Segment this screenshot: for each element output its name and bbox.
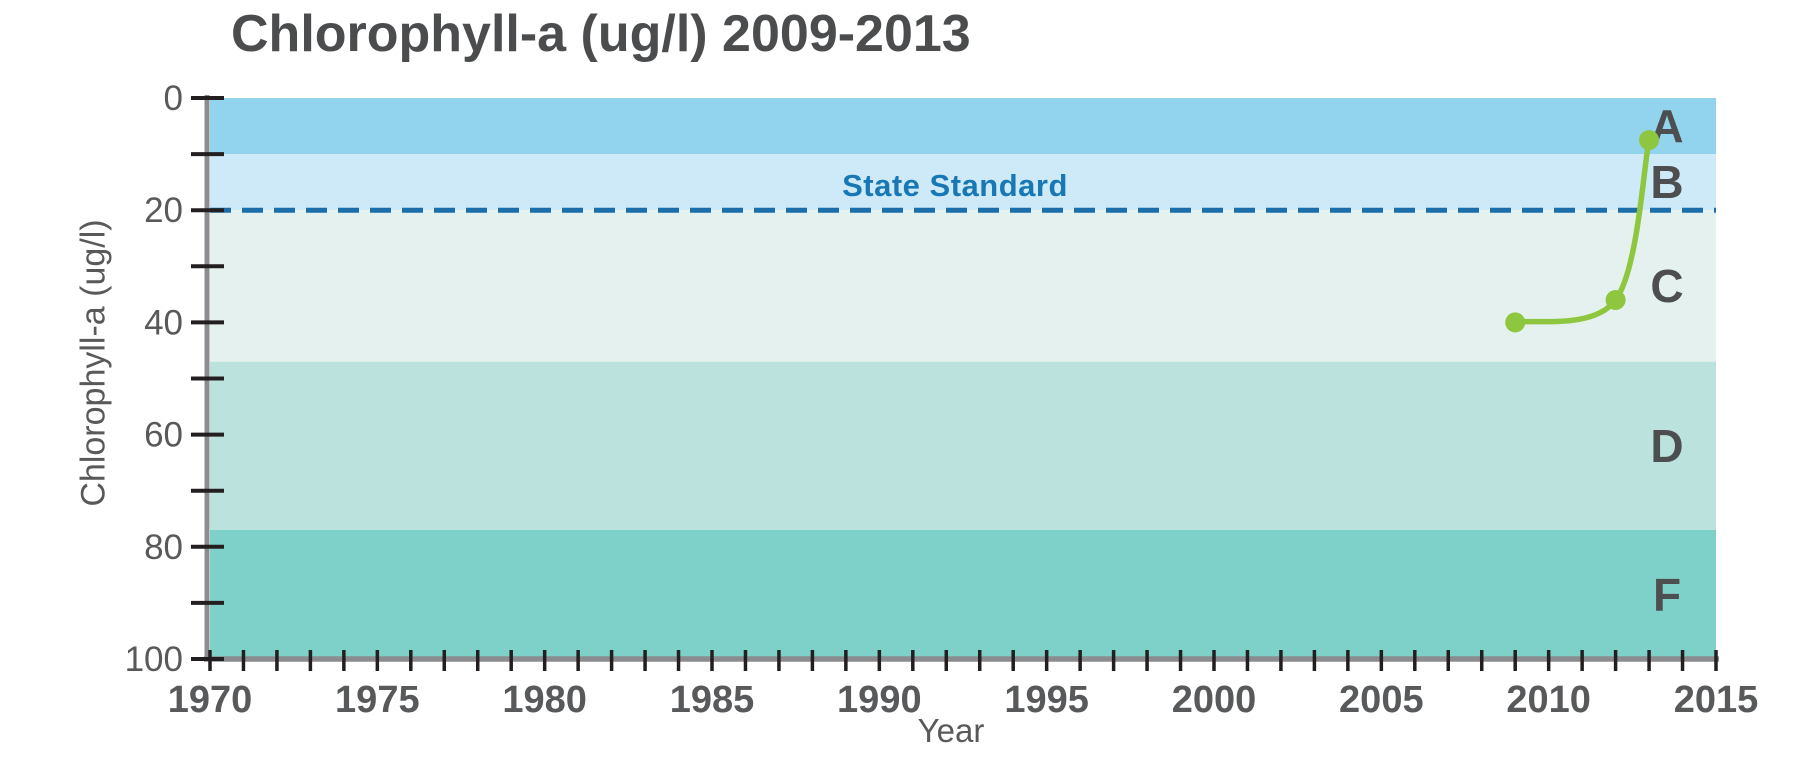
grade-band-d: [210, 361, 1716, 530]
data-point-2012: [1605, 289, 1626, 310]
band-label-b: B: [1650, 156, 1683, 208]
x-tick-label-1990: 1990: [837, 679, 922, 721]
y-tick-label-0: 0: [164, 79, 183, 118]
chart-title: Chlorophyll-a (ug/l) 2009-2013: [231, 5, 971, 63]
x-tick-label-2015: 2015: [1674, 679, 1759, 721]
grade-band-f: [210, 529, 1716, 659]
y-tick-label-100: 100: [125, 640, 183, 679]
state-standard-label: State Standard: [842, 168, 1068, 203]
x-tick-label-1995: 1995: [1004, 679, 1089, 721]
data-point-2009: [1505, 312, 1526, 333]
grade-band-a: [210, 98, 1716, 155]
x-tick-label-2000: 2000: [1172, 679, 1257, 721]
x-axis-title: Year: [917, 712, 985, 749]
band-label-d: D: [1650, 420, 1683, 472]
y-tick-label-40: 40: [144, 303, 183, 342]
data-point-2013: [1639, 130, 1660, 151]
y-tick-label-20: 20: [144, 191, 183, 230]
x-tick-label-2010: 2010: [1506, 679, 1591, 721]
grade-band-b: [210, 154, 1716, 211]
x-tick-label-1975: 1975: [335, 679, 420, 721]
grade-band-c: [210, 210, 1716, 362]
band-label-f: F: [1653, 568, 1681, 620]
x-tick-label-1970: 1970: [168, 679, 253, 721]
x-tick-label-2005: 2005: [1339, 679, 1424, 721]
y-tick-label-80: 80: [144, 528, 183, 567]
x-tick-label-1980: 1980: [502, 679, 587, 721]
y-axis-title: Chlorophyll-a (ug/l): [74, 219, 113, 507]
y-tick-label-60: 60: [144, 416, 183, 455]
band-label-c: C: [1650, 260, 1683, 312]
x-tick-label-1985: 1985: [670, 679, 755, 721]
